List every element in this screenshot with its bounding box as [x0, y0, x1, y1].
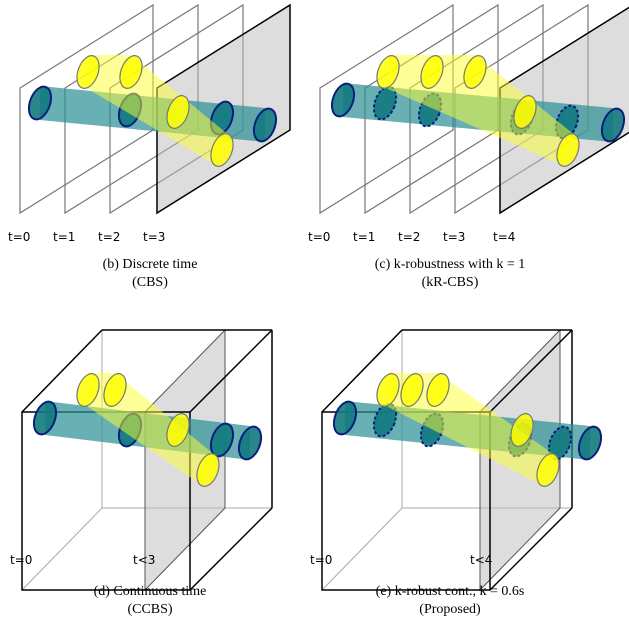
time-label: t=2	[98, 230, 120, 244]
panel: t=0 t=1 t=2 t=3 t=4 (c) k-robustness with k =…	[308, 5, 629, 290]
time-label: t<4	[470, 553, 492, 567]
time-label: t=2	[398, 230, 420, 244]
time-label: t=0	[308, 230, 330, 244]
caption: (e) k-robust cont., k = 0.6s	[376, 584, 525, 599]
caption: (CCBS)	[127, 602, 172, 617]
panel: t=0 t<4 (e) k-robust cont., k = 0.6s (Propo…	[310, 330, 605, 617]
time-label: t=0	[310, 553, 332, 567]
time-label: t=1	[353, 230, 375, 244]
time-label: t=3	[143, 230, 165, 244]
caption: (b) Discrete time	[103, 257, 198, 272]
time-label: t=0	[8, 230, 30, 244]
caption: (kR-CBS)	[422, 275, 479, 290]
time-label: t=4	[493, 230, 515, 244]
caption: (c) k-robustness with k = 1	[375, 257, 526, 272]
time-label: t<3	[133, 553, 155, 567]
panel: t=0 t=1 t=2 t=3 (b) Discrete time (CBS)	[8, 5, 290, 290]
time-label: t=3	[443, 230, 465, 244]
caption: (Proposed)	[419, 602, 481, 617]
caption: (CBS)	[132, 275, 168, 290]
caption: (d) Continuous time	[94, 584, 207, 599]
figure: t=0 t=1 t=2 t=3 (b) Discrete time (CBS) t=0 t=1…	[0, 0, 629, 624]
panel: t=0 t<3 (d) Continuous time (CCBS)	[10, 330, 272, 617]
box-edge	[22, 508, 102, 590]
time-label: t=1	[53, 230, 75, 244]
time-label: t=0	[10, 553, 32, 567]
box-edge	[322, 508, 402, 590]
